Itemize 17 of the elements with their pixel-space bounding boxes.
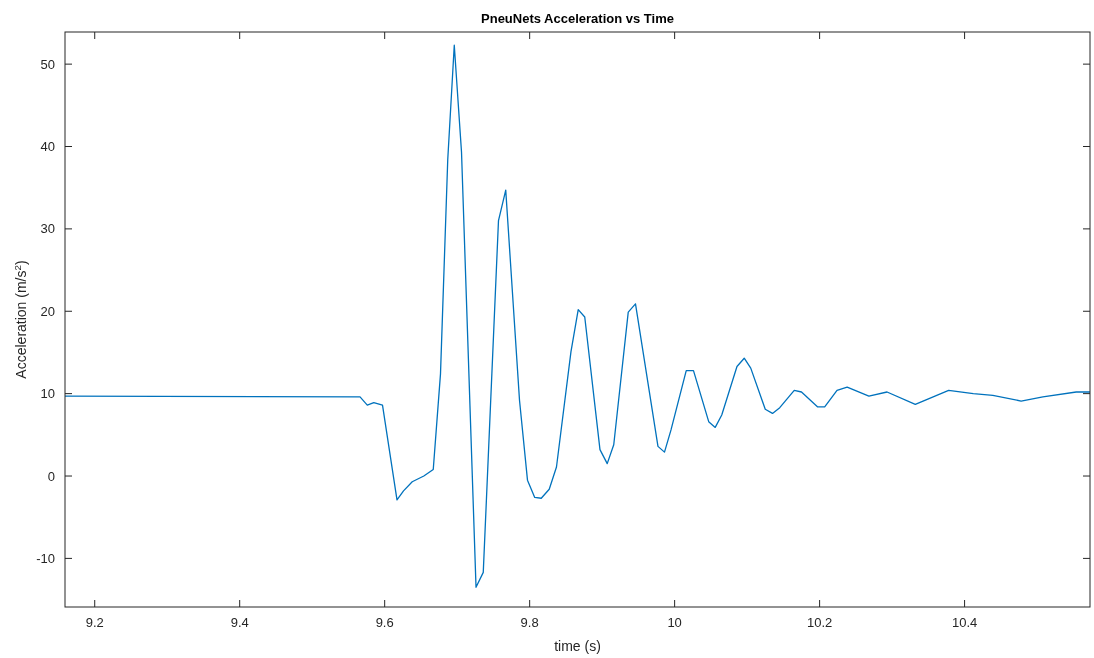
x-tick-label: 9.6 [375, 615, 394, 630]
x-tick-label: 9.2 [85, 615, 104, 630]
x-tick-label: 10.4 [951, 615, 978, 630]
y-tick-label: 50 [40, 56, 55, 72]
line-series [64, 44, 1091, 588]
y-tick-label: -10 [36, 550, 55, 566]
x-axis-title: time (s) [554, 638, 601, 654]
y-tick-label: 40 [40, 139, 55, 155]
y-tick-label: 20 [40, 303, 55, 319]
x-tick-label: 9.4 [230, 615, 249, 630]
chart-title: PneuNets Acceleration vs Time [481, 11, 674, 26]
x-tick-label: 10.2 [806, 615, 833, 630]
y-tick-label: 10 [40, 386, 55, 402]
y-tick-label: 30 [40, 221, 55, 237]
x-tick-label: 9.8 [520, 615, 539, 630]
x-tick-label: 10 [667, 615, 682, 630]
y-tick-label: 0 [47, 468, 55, 484]
